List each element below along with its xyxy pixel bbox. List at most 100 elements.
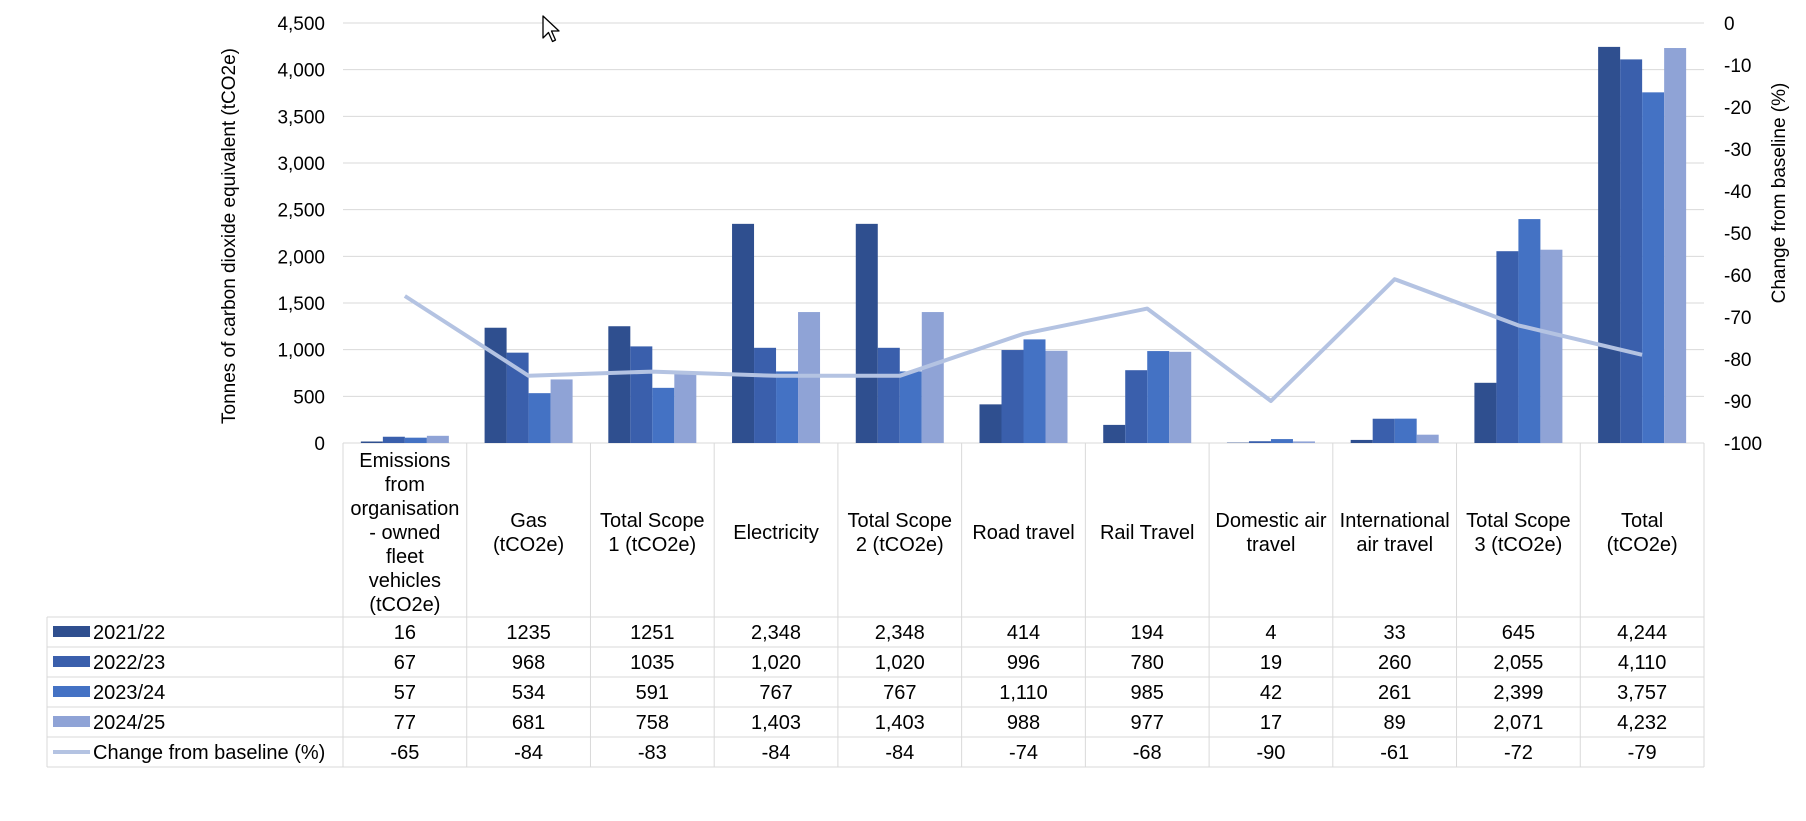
category-label: Electricity <box>733 522 819 544</box>
y2-tick-label: -40 <box>1724 182 1751 203</box>
table-cell: -84 <box>762 742 791 764</box>
table-cell: 1251 <box>630 622 675 644</box>
bar-9-202425 <box>1416 434 1439 443</box>
table-cell: 2,071 <box>1493 712 1543 734</box>
table-cell: 780 <box>1131 652 1164 674</box>
table-cell: -61 <box>1380 742 1409 764</box>
category-label-line: International <box>1340 510 1450 532</box>
bar-7-202122 <box>1103 424 1126 443</box>
bar-4-202324 <box>776 371 799 443</box>
bar-8-202425 <box>1292 441 1315 443</box>
category-label-line: Road travel <box>972 522 1074 544</box>
bar-2-202122 <box>484 327 507 443</box>
category-label-line: fleet <box>386 546 424 568</box>
change-line <box>403 277 1643 403</box>
bar-8-202223 <box>1248 441 1271 443</box>
category-label-line: (tCO2e) <box>1607 534 1678 556</box>
table-cell: 4,244 <box>1617 622 1667 644</box>
category-label-line: 2 (tCO2e) <box>856 534 944 556</box>
category-label-line: from <box>385 474 425 496</box>
table-cell: -65 <box>390 742 419 764</box>
table-cell: 16 <box>394 622 416 644</box>
table-cell: 591 <box>636 682 669 704</box>
bar-5-202223 <box>877 347 900 443</box>
bar-9-202324 <box>1394 418 1417 443</box>
table-cell: 414 <box>1007 622 1040 644</box>
table-cell: 19 <box>1260 652 1282 674</box>
legend-row-label: 2022/23 <box>93 652 165 674</box>
table-cell: 2,399 <box>1493 682 1543 704</box>
category-label-line: (tCO2e) <box>369 594 440 616</box>
bar-10-202324 <box>1518 219 1541 443</box>
table-cell: 1,020 <box>751 652 801 674</box>
bar-11-202425 <box>1664 48 1687 443</box>
legend-row-label: 2023/24 <box>93 682 165 704</box>
category-label-line: Total <box>1621 510 1663 532</box>
table-cell: 42 <box>1260 682 1282 704</box>
table-cell: 988 <box>1007 712 1040 734</box>
legend-swatch <box>53 656 90 667</box>
category-label-line: travel <box>1247 534 1296 556</box>
y-axis-ticks: 0 500 1,000 1,500 2,000 2,500 3,000 3,500 4,000 4… <box>277 14 325 455</box>
table-cell: 17 <box>1260 712 1282 734</box>
table-cell: 1,110 <box>999 682 1048 704</box>
change-from-baseline-line <box>403 277 1643 403</box>
category-label: Road travel <box>972 522 1074 544</box>
category-label-line: 3 (tCO2e) <box>1475 534 1563 556</box>
table-cell: 261 <box>1378 682 1411 704</box>
y2-tick-label: -20 <box>1724 98 1751 119</box>
bar-2-202223 <box>506 352 529 443</box>
table-cell: 534 <box>512 682 545 704</box>
table-cell: 57 <box>394 682 416 704</box>
legend-swatch <box>53 626 90 637</box>
category-label: Gas (tCO2e) <box>493 510 564 556</box>
table-cell: 77 <box>394 712 416 734</box>
y-tick-label: 3,500 <box>277 107 325 128</box>
bar-10-202223 <box>1496 251 1519 443</box>
bar-7-202223 <box>1125 370 1148 443</box>
bar-1-202223 <box>382 436 405 443</box>
y-tick-label: 2,500 <box>277 201 325 222</box>
table-cell: 645 <box>1502 622 1535 644</box>
category-label-line: vehicles <box>369 570 441 592</box>
category-label-line: Emissions <box>359 450 450 472</box>
table-cell: 977 <box>1131 712 1164 734</box>
bar-7-202324 <box>1147 351 1170 443</box>
category-label: Total (tCO2e) <box>1607 510 1678 556</box>
y-tick-label: 500 <box>293 387 325 408</box>
bar-2-202425 <box>550 379 573 443</box>
table-cell: 985 <box>1131 682 1164 704</box>
table-cell: 33 <box>1384 622 1406 644</box>
table-cell: 67 <box>394 652 416 674</box>
bar-11-202122 <box>1598 46 1621 443</box>
category-label-line: Total Scope <box>1466 510 1571 532</box>
y2-tick-label: -90 <box>1724 392 1751 413</box>
table-cell: 2,348 <box>751 622 801 644</box>
category-label-line: - owned <box>369 522 440 544</box>
category-label-line: 1 (tCO2e) <box>608 534 696 556</box>
table-cell: 4,232 <box>1617 712 1667 734</box>
bar-1-202122 <box>360 441 383 443</box>
y2-tick-label: -100 <box>1724 434 1762 455</box>
bar-10-202122 <box>1474 382 1497 443</box>
y-tick-label: 3,000 <box>277 154 325 175</box>
bar-3-202122 <box>608 326 631 443</box>
legend-swatch <box>53 686 90 697</box>
y2-tick-label: -60 <box>1724 266 1751 287</box>
category-label-line: Rail Travel <box>1100 522 1194 544</box>
y-tick-label: 4,500 <box>277 14 325 35</box>
table-cell: -90 <box>1257 742 1286 764</box>
y2-tick-label: -10 <box>1724 56 1751 77</box>
y2-tick-label: 0 <box>1724 14 1735 35</box>
table-cell: -74 <box>1009 742 1038 764</box>
category-label: International air travel <box>1340 510 1450 556</box>
category-label: Total Scope 3 (tCO2e) <box>1466 510 1571 556</box>
bar-5-202425 <box>921 312 944 443</box>
table-cell: 260 <box>1378 652 1411 674</box>
category-label-line: Electricity <box>733 522 819 544</box>
table-cell: 996 <box>1007 652 1040 674</box>
bar-6-202425 <box>1045 350 1068 443</box>
bar-11-202324 <box>1642 92 1665 443</box>
table-cell: 4 <box>1265 622 1276 644</box>
category-label: Total Scope 2 (tCO2e) <box>848 510 953 556</box>
